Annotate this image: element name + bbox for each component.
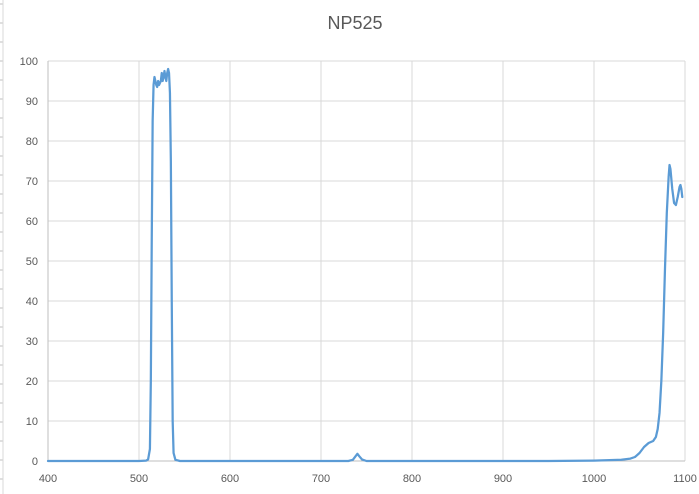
series-layer [46,67,684,463]
y-tick-labels: 0 10 20 30 40 50 60 70 80 90 100 [20,56,38,468]
x-tick-label: 400 [39,473,57,485]
x-tick-label: 600 [221,473,239,485]
y-tick-label: 50 [26,256,38,268]
x-tick-label: 1000 [582,473,606,485]
y-tick-label: 90 [26,96,38,108]
chart-title: NP525 [327,13,382,33]
y-tick-label: 70 [26,176,38,188]
grid-lines [48,60,686,461]
x-tick-label: 700 [312,473,330,485]
x-tick-labels: 400 500 600 700 800 900 1000 1100 [39,473,697,485]
y-tick-label: 100 [20,56,38,68]
x-tick-label: 900 [494,473,512,485]
x-tick-label: 1100 [673,473,697,485]
y-tick-label: 30 [26,336,38,348]
x-tick-label: 800 [403,473,421,485]
y-tick-label: 0 [32,456,38,468]
x-tick-label: 500 [130,473,148,485]
axes [0,0,685,494]
y-tick-label: 20 [26,376,38,388]
series-line-0 [46,67,684,463]
y-tick-label: 60 [26,216,38,228]
y-tick-label: 80 [26,136,38,148]
y-tick-label: 10 [26,416,38,428]
y-tick-label: 40 [26,296,38,308]
